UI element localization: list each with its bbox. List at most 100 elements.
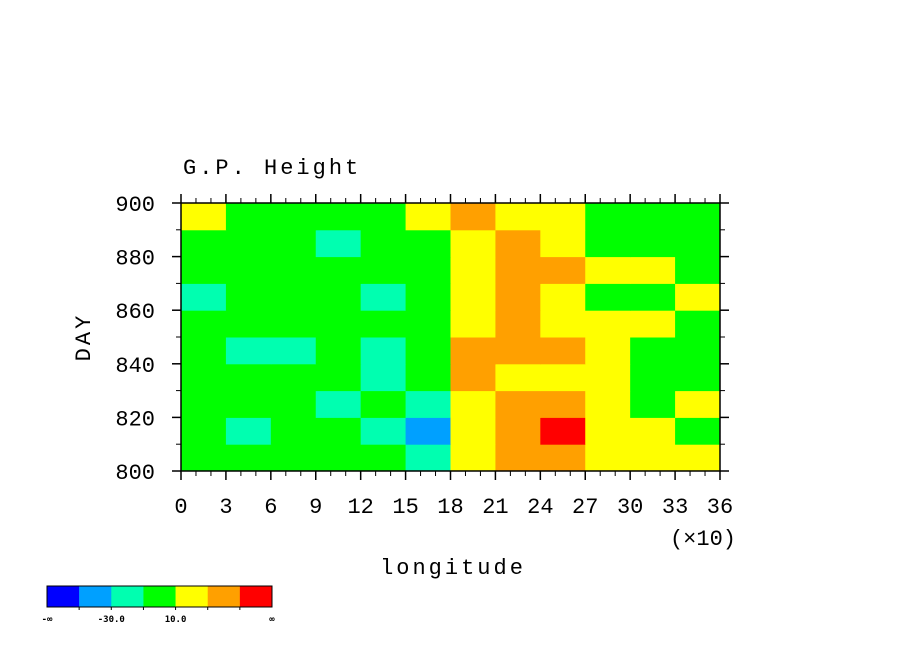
- cell: [315, 390, 362, 418]
- x-tick-label: 30: [617, 495, 643, 520]
- cell: [405, 310, 451, 338]
- y-tick-label: 900: [115, 193, 155, 218]
- cell: [450, 203, 496, 231]
- cell: [630, 363, 676, 392]
- x-tick-label: 9: [309, 495, 322, 520]
- cell: [630, 203, 676, 231]
- cell: [225, 390, 272, 418]
- cell: [360, 390, 407, 418]
- cell: [585, 256, 631, 284]
- cell: [540, 417, 586, 445]
- cell: [270, 229, 317, 258]
- cell: [495, 337, 541, 365]
- cell: [675, 390, 721, 418]
- cell: [675, 417, 721, 445]
- x-tick-label: 18: [437, 495, 463, 520]
- cell: [585, 310, 631, 338]
- cell: [405, 390, 451, 418]
- cell: [181, 229, 227, 258]
- colorbar-label: 10.0: [165, 615, 187, 625]
- x-tick-label: 12: [347, 495, 373, 520]
- cell: [315, 283, 362, 311]
- cell: [360, 203, 407, 231]
- cell: [225, 256, 272, 284]
- cell: [225, 203, 272, 231]
- cell: [270, 283, 317, 311]
- cell: [270, 417, 317, 445]
- y-tick-label: 880: [115, 247, 155, 272]
- cell: [450, 337, 496, 365]
- cell: [225, 229, 272, 258]
- cell: [630, 310, 676, 338]
- cell: [315, 337, 362, 365]
- cell: [405, 283, 451, 311]
- colorbar-swatch: [111, 586, 144, 607]
- cell: [405, 229, 451, 258]
- cell: [405, 363, 451, 392]
- cell: [585, 229, 631, 258]
- cell: [181, 390, 227, 418]
- cell: [450, 229, 496, 258]
- y-tick-label: 860: [115, 300, 155, 325]
- y-tick-label: 800: [115, 461, 155, 486]
- cell: [675, 363, 721, 392]
- cell: [540, 390, 586, 418]
- cell: [405, 203, 451, 231]
- cell: [225, 310, 272, 338]
- cell: [540, 444, 586, 472]
- cell: [270, 256, 317, 284]
- cell: [450, 390, 496, 418]
- cell: [540, 310, 586, 338]
- y-axis-label: DAY: [72, 313, 97, 362]
- colorbar-swatch: [143, 586, 176, 607]
- cell: [675, 337, 721, 365]
- cell: [585, 203, 631, 231]
- cell: [360, 283, 407, 311]
- cell: [450, 283, 496, 311]
- cell: [630, 444, 676, 472]
- cell: [585, 444, 631, 472]
- cell: [495, 417, 541, 445]
- cell: [495, 203, 541, 231]
- cell: [540, 203, 586, 231]
- x-tick-label: 3: [219, 495, 232, 520]
- colorbar-swatch: [207, 586, 241, 607]
- cell: [360, 444, 407, 472]
- colorbar-label: ∞: [269, 615, 275, 625]
- cell: [630, 229, 676, 258]
- cell: [675, 256, 721, 284]
- cell: [181, 283, 227, 311]
- cell: [405, 337, 451, 365]
- cell: [360, 256, 407, 284]
- cell: [540, 337, 586, 365]
- cell: [540, 283, 586, 311]
- cell: [315, 417, 362, 445]
- x-tick-label: 33: [662, 495, 688, 520]
- cell: [630, 337, 676, 365]
- x-tick-label: 0: [174, 495, 187, 520]
- cell: [405, 256, 451, 284]
- cell: [181, 363, 227, 392]
- x-tick-label: 15: [392, 495, 418, 520]
- cell: [675, 229, 721, 258]
- cell: [270, 310, 317, 338]
- cell: [225, 444, 272, 472]
- cell: [270, 444, 317, 472]
- cell: [450, 256, 496, 284]
- cell: [450, 417, 496, 445]
- x-tick-label: 36: [707, 495, 733, 520]
- cell: [360, 417, 407, 445]
- cell: [585, 337, 631, 365]
- cell: [315, 203, 362, 231]
- cell: [495, 363, 541, 392]
- cell: [540, 229, 586, 258]
- cell: [540, 256, 586, 284]
- cell: [630, 256, 676, 284]
- cell: [495, 310, 541, 338]
- cell: [270, 363, 317, 392]
- cell: [225, 337, 272, 365]
- cell: [360, 310, 407, 338]
- cell: [181, 417, 227, 445]
- chart-title: G.P. Height: [183, 156, 361, 181]
- cell: [360, 337, 407, 365]
